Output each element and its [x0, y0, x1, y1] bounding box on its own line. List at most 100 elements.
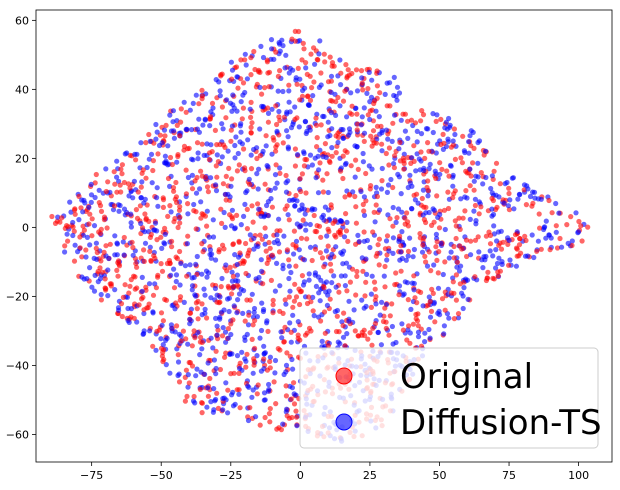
point-diffusion-ts [222, 329, 229, 335]
point-original [425, 302, 431, 308]
point-diffusion-ts [189, 172, 195, 178]
point-diffusion-ts [213, 188, 220, 194]
point-diffusion-ts [431, 207, 437, 213]
point-original [217, 366, 223, 373]
point-original [242, 168, 248, 174]
point-diffusion-ts [232, 252, 238, 258]
point-diffusion-ts [160, 342, 166, 348]
point-original [127, 185, 133, 191]
point-diffusion-ts [202, 117, 208, 123]
point-original [274, 121, 280, 128]
point-original [222, 144, 228, 150]
point-original [386, 162, 392, 168]
point-diffusion-ts [296, 124, 302, 130]
point-original [162, 133, 168, 139]
point-diffusion-ts [389, 138, 395, 144]
point-diffusion-ts [228, 331, 234, 338]
point-original [585, 224, 591, 230]
point-diffusion-ts [213, 315, 219, 321]
point-diffusion-ts [224, 97, 230, 103]
point-diffusion-ts [413, 168, 419, 174]
point-diffusion-ts [168, 209, 174, 215]
point-diffusion-ts [289, 385, 295, 391]
point-original [435, 270, 441, 276]
point-original [344, 288, 350, 294]
point-diffusion-ts [268, 37, 275, 43]
point-original [343, 211, 349, 217]
point-original [229, 76, 235, 82]
point-diffusion-ts [220, 126, 226, 132]
point-original [264, 260, 270, 266]
point-original [421, 217, 427, 223]
point-original [57, 219, 63, 225]
point-original [325, 226, 331, 232]
point-diffusion-ts [340, 135, 346, 141]
point-diffusion-ts [479, 257, 485, 263]
point-original [183, 367, 189, 373]
point-original [132, 286, 138, 292]
point-original [173, 194, 179, 200]
point-diffusion-ts [427, 314, 434, 320]
point-original [415, 323, 421, 329]
point-diffusion-ts [379, 299, 385, 305]
point-original [277, 170, 283, 176]
point-diffusion-ts [446, 315, 452, 321]
point-original [478, 204, 484, 210]
point-diffusion-ts [445, 136, 451, 142]
point-original [297, 301, 303, 308]
point-original [318, 318, 324, 324]
point-diffusion-ts [202, 306, 208, 312]
point-diffusion-ts [393, 219, 399, 225]
point-original [133, 207, 139, 213]
point-diffusion-ts [155, 203, 161, 209]
point-diffusion-ts [426, 294, 432, 300]
point-original [284, 350, 290, 356]
point-original [336, 289, 342, 295]
point-diffusion-ts [211, 357, 217, 363]
point-diffusion-ts [292, 203, 298, 209]
point-original [250, 219, 256, 225]
point-original [220, 181, 226, 187]
point-original [254, 391, 260, 397]
point-diffusion-ts [333, 244, 339, 250]
point-diffusion-ts [280, 421, 286, 427]
point-diffusion-ts [116, 208, 122, 214]
point-original [426, 148, 432, 154]
point-original [471, 145, 477, 151]
point-original [436, 225, 443, 231]
point-original [452, 218, 458, 224]
point-diffusion-ts [247, 106, 253, 112]
point-original [194, 140, 201, 146]
point-original [445, 205, 452, 212]
point-original [429, 286, 435, 292]
point-original [375, 242, 381, 248]
point-original [174, 255, 180, 262]
point-diffusion-ts [204, 274, 210, 280]
point-diffusion-ts [284, 111, 290, 117]
point-diffusion-ts [88, 181, 94, 187]
point-original [432, 319, 438, 325]
point-original [314, 56, 320, 63]
point-diffusion-ts [324, 302, 330, 308]
point-original [271, 379, 277, 385]
point-diffusion-ts [170, 108, 176, 114]
point-diffusion-ts [490, 211, 497, 218]
point-diffusion-ts [283, 189, 290, 195]
point-original [522, 233, 528, 239]
point-diffusion-ts [249, 394, 255, 400]
point-original [118, 301, 125, 307]
point-original [229, 216, 236, 222]
point-original [173, 300, 179, 306]
point-original [226, 165, 232, 171]
point-diffusion-ts [396, 174, 402, 180]
point-original [373, 202, 379, 208]
point-diffusion-ts [414, 139, 420, 145]
point-diffusion-ts [390, 250, 396, 256]
point-diffusion-ts [368, 94, 375, 100]
point-diffusion-ts [468, 128, 474, 134]
point-original [284, 247, 290, 253]
point-original [390, 223, 396, 229]
point-original [293, 294, 300, 300]
point-original [455, 311, 462, 317]
point-original [294, 81, 300, 87]
